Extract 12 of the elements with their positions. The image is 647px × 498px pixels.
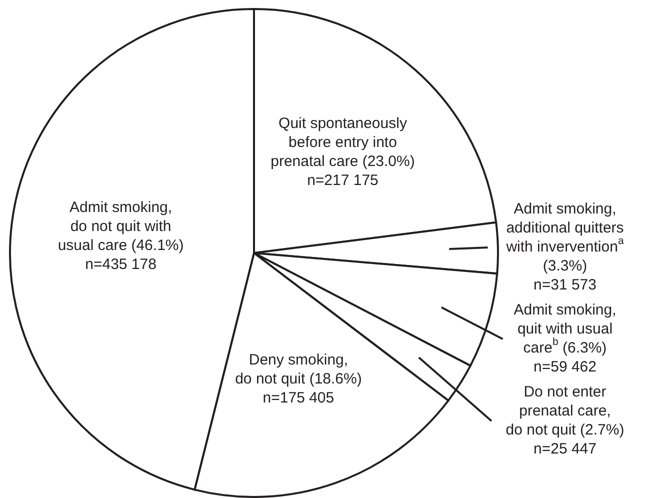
slice-label: Deny smoking, do not quit (18.6%) xyxy=(235,352,362,388)
data-label: n=175 405 xyxy=(262,390,334,407)
data-label: n=31 573 xyxy=(534,276,596,294)
slice-label: Quit spontaneously before entry into prenatal care (23.0%) xyxy=(270,114,415,170)
category-label: Admit smoking, additional quitters with invervention$^{a}$ (3.3%) xyxy=(506,200,624,274)
slice-label: Admit smoking, quit with usual care$^{b}$ (6.3%) xyxy=(514,301,616,356)
data-label: n=435 178 xyxy=(85,256,156,274)
slice-label: Do not enter prenatal care, do not quit (2.7%) xyxy=(506,383,624,438)
data-label: n=217 175 xyxy=(307,172,378,189)
slice-label: Admit smoking, do not quit with usual care (46.1%) xyxy=(58,199,184,254)
data-label: n=25 447 xyxy=(534,440,596,458)
data-label: n=59 462 xyxy=(534,358,596,376)
